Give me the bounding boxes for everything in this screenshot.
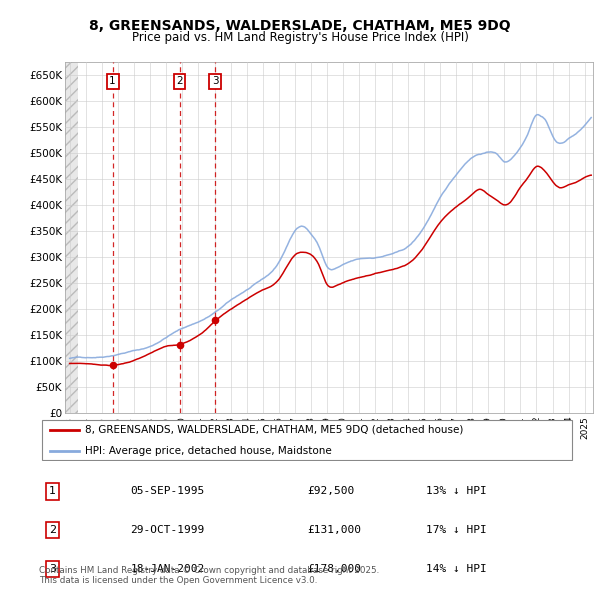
Text: £131,000: £131,000: [308, 525, 361, 535]
Text: 05-SEP-1995: 05-SEP-1995: [130, 487, 205, 496]
Text: 29-OCT-1999: 29-OCT-1999: [130, 525, 205, 535]
Bar: [65, 49, 77, 413]
Text: 3: 3: [49, 564, 56, 574]
Text: HPI: Average price, detached house, Maidstone: HPI: Average price, detached house, Maid…: [85, 445, 331, 455]
Text: 2: 2: [176, 76, 183, 86]
Text: 18-JAN-2002: 18-JAN-2002: [130, 564, 205, 574]
Text: £92,500: £92,500: [308, 487, 355, 496]
FancyBboxPatch shape: [41, 419, 572, 460]
Text: 2: 2: [49, 525, 56, 535]
Text: 17% ↓ HPI: 17% ↓ HPI: [425, 525, 487, 535]
Text: Contains HM Land Registry data © Crown copyright and database right 2025.
This d: Contains HM Land Registry data © Crown c…: [39, 566, 379, 585]
Text: Price paid vs. HM Land Registry's House Price Index (HPI): Price paid vs. HM Land Registry's House …: [131, 31, 469, 44]
Text: 8, GREENSANDS, WALDERSLADE, CHATHAM, ME5 9DQ (detached house): 8, GREENSANDS, WALDERSLADE, CHATHAM, ME5…: [85, 425, 463, 435]
Text: 3: 3: [212, 76, 218, 86]
Text: £178,000: £178,000: [308, 564, 361, 574]
Text: 14% ↓ HPI: 14% ↓ HPI: [425, 564, 487, 574]
Text: 8, GREENSANDS, WALDERSLADE, CHATHAM, ME5 9DQ: 8, GREENSANDS, WALDERSLADE, CHATHAM, ME5…: [89, 19, 511, 33]
Text: 13% ↓ HPI: 13% ↓ HPI: [425, 487, 487, 496]
Text: 1: 1: [49, 487, 56, 496]
Text: 1: 1: [109, 76, 116, 86]
